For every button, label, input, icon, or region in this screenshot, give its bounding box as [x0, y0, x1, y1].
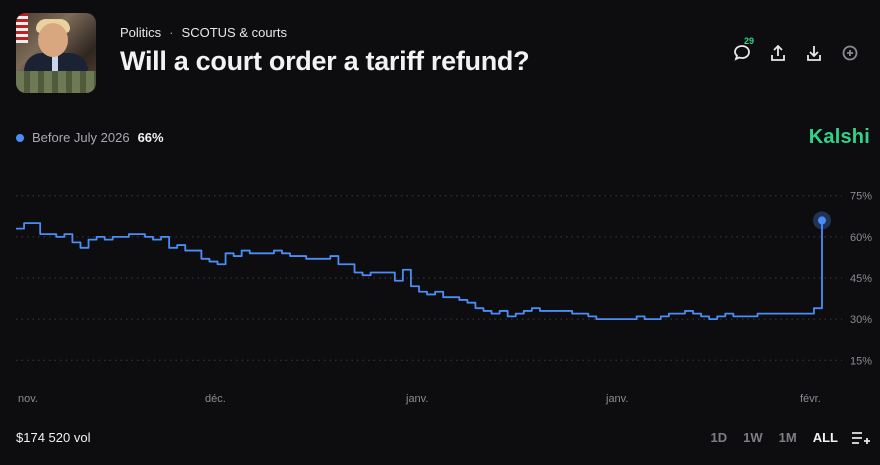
flag-graphic: [16, 13, 28, 43]
legend-value: 66%: [137, 130, 164, 145]
market-thumbnail: [16, 13, 96, 93]
tie-graphic: [52, 55, 58, 79]
add-button[interactable]: [832, 38, 868, 68]
share-button[interactable]: [760, 38, 796, 68]
breadcrumb: Politics · SCOTUS & courts: [120, 25, 287, 40]
range-1w-button[interactable]: 1W: [735, 428, 771, 447]
comment-count-badge: 29: [743, 36, 754, 46]
share-icon: [771, 44, 785, 61]
brand-logo: Kalshi: [808, 126, 870, 148]
legend-label: Before July 2026: [32, 130, 130, 145]
range-selector: 1D 1W 1M ALL: [703, 428, 870, 447]
x-tick-label: janv.: [405, 393, 428, 405]
volume-text: $174 520 vol: [16, 430, 91, 445]
breadcrumb-subcategory[interactable]: SCOTUS & courts: [181, 25, 287, 40]
add-icon: [842, 45, 858, 61]
last-point: [818, 216, 826, 225]
money-graphic: [16, 71, 96, 93]
legend-dot: [16, 133, 24, 142]
range-1d-button[interactable]: 1D: [703, 428, 736, 447]
comments-button[interactable]: 29: [724, 36, 760, 68]
download-icon: [807, 46, 821, 61]
comment-icon: [734, 45, 750, 61]
y-tick-label: 60%: [850, 232, 872, 244]
range-all-button[interactable]: ALL: [805, 428, 846, 447]
x-tick-label: janv.: [605, 393, 628, 405]
download-button[interactable]: [796, 38, 832, 68]
range-1m-button[interactable]: 1M: [771, 428, 805, 447]
chart-legend: Before July 2026 66%: [16, 130, 164, 145]
market-title: Will a court order a tariff refund?: [120, 46, 530, 76]
series-line: [16, 220, 823, 321]
x-tick-label: nov.: [18, 393, 38, 405]
y-tick-label: 15%: [850, 355, 872, 367]
y-tick-label: 45%: [850, 273, 872, 285]
breadcrumb-separator: ·: [169, 25, 174, 40]
x-tick-label: févr.: [800, 393, 821, 405]
y-tick-label: 30%: [850, 314, 872, 326]
x-tick-label: déc.: [205, 393, 226, 405]
list-add-icon[interactable]: [850, 430, 870, 446]
breadcrumb-category[interactable]: Politics: [120, 25, 162, 40]
action-bar: 29: [724, 36, 868, 68]
face-graphic: [38, 23, 68, 57]
price-chart[interactable]: 75% 60% 45% 30% 15% nov. déc. janv. janv. févr.: [0, 168, 880, 410]
y-tick-label: 75%: [850, 191, 872, 203]
